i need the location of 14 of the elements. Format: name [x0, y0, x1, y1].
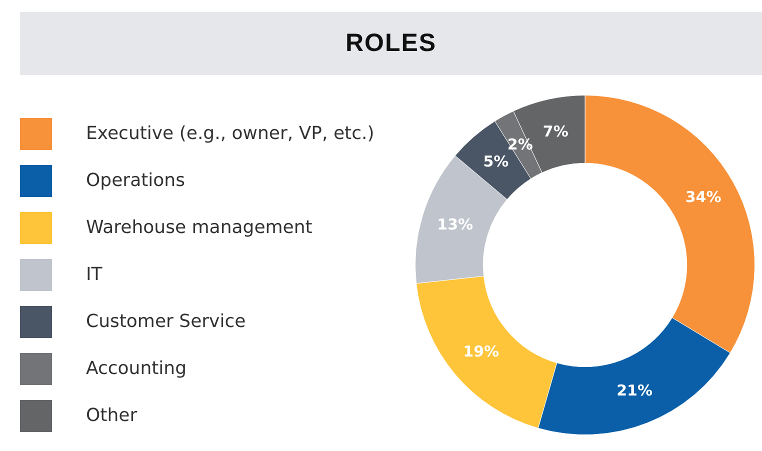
data-label: 13%	[437, 215, 474, 234]
legend-label: Operations	[86, 170, 185, 191]
legend-label: Warehouse management	[86, 217, 312, 238]
data-label: 34%	[685, 188, 722, 206]
data-label: 7%	[542, 122, 568, 140]
data-label: 19%	[463, 342, 500, 360]
legend-label: Accounting	[86, 358, 187, 379]
data-label: 5%	[483, 152, 509, 170]
legend-label: Customer Service	[86, 311, 246, 332]
legend-label: IT	[86, 264, 102, 285]
legend-label: Executive (e.g., owner, VP, etc.)	[86, 123, 374, 144]
chart-title: ROLES	[20, 12, 762, 75]
legend-label: Other	[86, 405, 138, 426]
data-label: 21%	[616, 381, 652, 400]
